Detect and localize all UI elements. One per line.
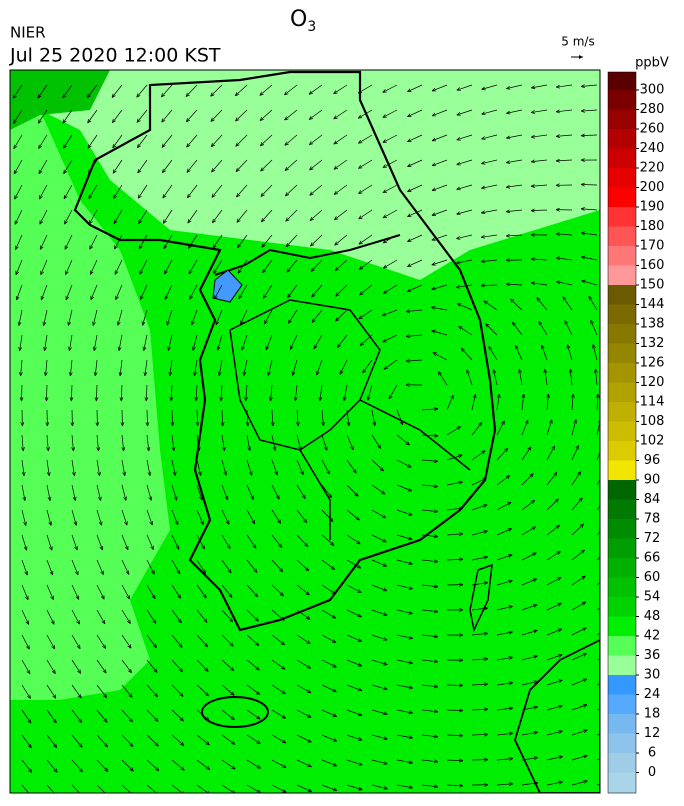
colorbar-tick-label: 78 [644,512,661,527]
datetime: Jul 25 2020 12:00 KST [9,45,221,67]
colorbar-tick-label: 36 [644,648,661,663]
colorbar-tick-label: 150 [640,278,665,293]
colorbar-bin [608,266,636,286]
colorbar-tick-label: 132 [640,336,665,351]
colorbar-bin [608,480,636,500]
colorbar-bin [608,90,636,110]
colorbar-tick-label: 114 [640,395,665,410]
colorbar-unit: ppbV [635,56,669,71]
colorbar-tick-label: 48 [644,609,661,624]
colorbar-bin [608,773,636,794]
colorbar-tick-label: 160 [640,258,665,273]
colorbar-bin [608,72,636,91]
colorbar-bin [608,285,636,305]
colorbar-tick-label: 190 [640,200,665,215]
colorbar-tick-label: 280 [640,102,665,117]
colorbar-bin [608,149,636,169]
colorbar-bin [608,578,636,598]
colorbar-bin [608,519,636,539]
colorbar-bin [608,461,636,481]
agency: NIER [10,24,46,42]
colorbar-bin [608,734,636,754]
title-subscript: 3 [307,19,316,35]
colorbar-bin [608,344,636,364]
colorbar-tick-label: 180 [640,219,665,234]
wind-arrow-head [602,471,605,475]
colorbar-bin [608,636,636,656]
colorbar-tick-label: 138 [640,317,665,332]
colorbar-bin [608,110,636,130]
colorbar-bin [608,422,636,442]
colorbar-tick-label: 300 [640,83,665,98]
colorbar-tick-label: 120 [640,375,665,390]
wind-reference-head [579,55,583,59]
colorbar-tick-label: 96 [644,453,661,468]
colorbar-bin [608,695,636,715]
colorbar-bin [608,227,636,247]
colorbar-tick-label: 102 [640,434,665,449]
colorbar-bin [608,539,636,559]
colorbar-bin [608,168,636,188]
wind-arrow-head [604,523,608,527]
colorbar-bin [608,714,636,734]
map-layers [10,70,612,797]
colorbar-tick-label: 18 [644,707,661,722]
colorbar-tick-label: 30 [644,668,661,683]
colorbar-tick-label: 72 [644,531,661,546]
colorbar-bin [608,246,636,266]
colorbar-bin [608,188,636,208]
colorbar-bin [608,402,636,422]
colorbar-tick-label: 6 [648,746,656,761]
colorbar-tick-label: 90 [644,473,661,488]
wind-arrow-head [29,793,33,797]
colorbar-bin [608,617,636,637]
wind-arrow-head [54,793,58,797]
colorbar-tick-label: 60 [644,570,661,585]
colorbar-bin [608,753,636,773]
colorbar-tick-label: 54 [644,590,661,605]
colorbar-tick-label: 170 [640,239,665,254]
map [10,70,612,797]
colorbar-tick-label: 126 [640,356,665,371]
title-main: O [290,7,307,32]
colorbar-tick-label: 220 [640,161,665,176]
colorbar-bin [608,305,636,325]
colorbar-bin [608,363,636,383]
colorbar-bin [608,656,636,676]
colorbar: 3002802602402202001901801701601501441381… [608,72,664,794]
colorbar-bin [608,129,636,149]
colorbar-tick-label: 24 [644,687,661,702]
colorbar-tick-label: 42 [644,629,661,644]
colorbar-tick-label: 144 [640,297,665,312]
colorbar-tick-label: 260 [640,122,665,137]
colorbar-tick-label: 0 [648,765,656,780]
colorbar-tick-label: 200 [640,180,665,195]
colorbar-tick-label: 84 [644,492,661,507]
colorbar-bin [608,441,636,461]
colorbar-bin [608,383,636,403]
colorbar-bin [608,558,636,578]
colorbar-bin [608,500,636,520]
colorbar-tick-label: 66 [644,551,661,566]
title: O3 [290,7,316,35]
colorbar-tick-label: 108 [640,414,665,429]
colorbar-bin [608,597,636,617]
colorbar-tick-label: 12 [644,726,661,741]
colorbar-bin [608,207,636,227]
colorbar-bin [608,675,636,695]
colorbar-bin [608,324,636,344]
wind-reference-label: 5 m/s [561,35,594,49]
wind-arrow-head [603,497,606,501]
colorbar-tick-label: 240 [640,141,665,156]
